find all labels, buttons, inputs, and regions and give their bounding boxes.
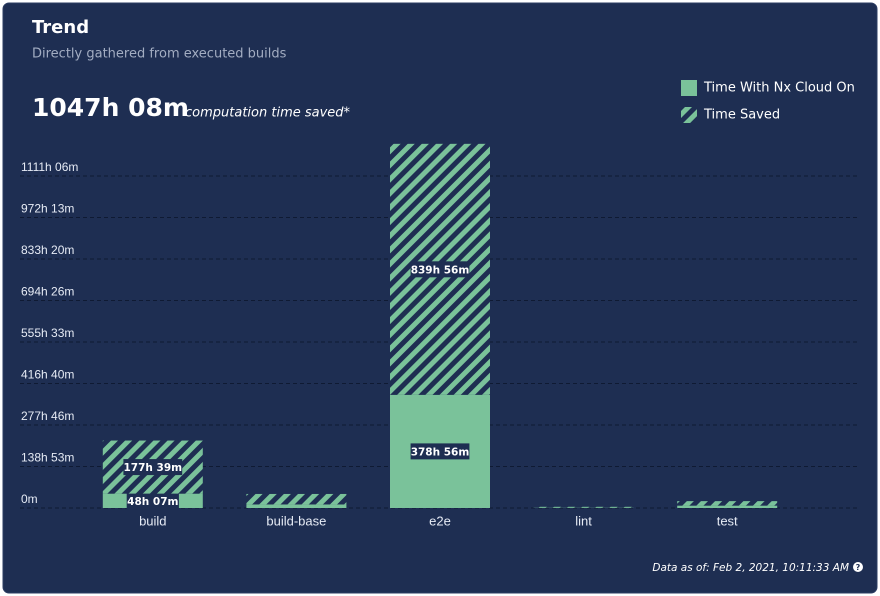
bar-segment (246, 493, 347, 505)
legend-swatch (681, 80, 697, 96)
y-tick-label: 416h 40m (21, 368, 74, 382)
bar-segment (246, 504, 347, 508)
y-tick-label: 972h 13m (21, 202, 74, 216)
value-label-bg (410, 261, 470, 278)
y-tick-label: 555h 33m (21, 326, 74, 340)
y-tick-label: 0m (21, 492, 38, 506)
y-tick-label: 833h 20m (21, 243, 74, 257)
help-icon[interactable] (853, 562, 863, 572)
value-label-bg (410, 443, 470, 460)
x-tick-label: e2e (429, 513, 451, 528)
legend-label: Time Saved (703, 108, 780, 123)
value-label: 378h 56m (411, 446, 470, 458)
x-tick-label: build (139, 513, 166, 528)
legend-swatch (681, 107, 697, 123)
x-tick-label: test (717, 513, 738, 528)
value-label-bg (126, 492, 179, 509)
x-tick-label: lint (575, 513, 592, 528)
subtitle: Directly gathered from executed builds (32, 47, 287, 62)
value-label: 48h 07m (127, 496, 178, 508)
x-tick-label: build-base (266, 513, 326, 528)
y-tick-label: 277h 46m (21, 409, 74, 423)
bar-segment (677, 501, 778, 506)
summary-label: computation time saved* (185, 106, 351, 121)
bar-segment (677, 505, 778, 508)
value-label: 839h 56m (411, 264, 470, 276)
y-tick-label: 694h 26m (21, 285, 74, 299)
value-label-bg (123, 459, 183, 476)
summary-value: 1047h 08m (32, 93, 189, 122)
y-tick-label: 138h 53m (21, 451, 74, 465)
bar-segment (533, 506, 634, 508)
footer: Data as of: Feb 2, 2021, 10:11:33 AM (652, 562, 849, 574)
y-tick-label: 1111h 06m (21, 160, 78, 174)
value-label: 177h 39m (123, 462, 182, 474)
title: Trend (32, 17, 89, 38)
legend-label: Time With Nx Cloud On (703, 81, 855, 96)
svg-text:?: ? (856, 563, 861, 572)
